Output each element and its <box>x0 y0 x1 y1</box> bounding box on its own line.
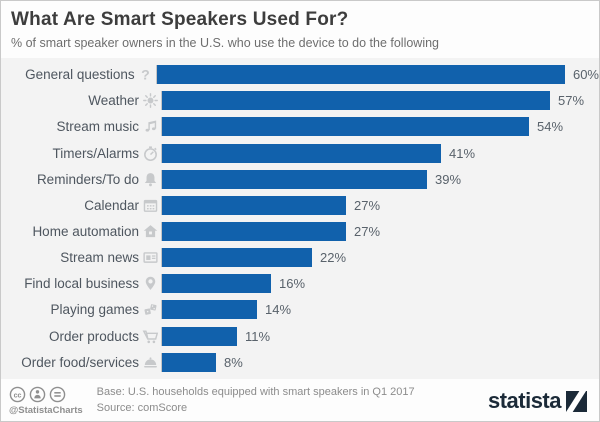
category-label: Reminders/To do <box>36 171 139 187</box>
chart-row: Playing games 14% <box>1 300 599 320</box>
bar <box>156 65 565 85</box>
category-label: Order products <box>48 328 139 344</box>
chart-row: Order products 11% <box>1 326 599 346</box>
value-label: 27% <box>354 223 381 239</box>
bar <box>162 274 271 294</box>
bar-track: 27% <box>161 221 599 241</box>
bar <box>162 195 346 215</box>
chart-row: Timers/Alarms 41% <box>1 143 599 163</box>
stopwatch-icon <box>139 145 161 162</box>
bar <box>162 326 237 346</box>
bar-track: 14% <box>161 300 599 320</box>
chart-row: Order food/services 8% <box>1 352 599 372</box>
bar-track: 60% <box>155 65 599 85</box>
svg-text:cc: cc <box>14 391 22 399</box>
svg-text:?: ? <box>141 68 150 84</box>
header: What Are Smart Speakers Used For? % of s… <box>1 1 599 50</box>
value-label: 22% <box>320 250 347 266</box>
value-label: 27% <box>354 197 381 213</box>
dice-icon <box>139 301 161 318</box>
cc-by-icon <box>29 386 46 403</box>
category-label: Stream news <box>60 250 139 266</box>
question-icon: ? <box>135 66 156 84</box>
source-note: Source: comScore <box>96 402 188 414</box>
bar <box>162 300 257 320</box>
category-label: Find local business <box>24 276 139 292</box>
news-icon <box>139 249 161 266</box>
chart-row: General questions? 60% <box>1 65 599 85</box>
chart-title: What Are Smart Speakers Used For? <box>11 9 349 30</box>
category-label: Stream music <box>56 119 139 135</box>
bar-track: 22% <box>161 248 599 268</box>
bar-track: 39% <box>161 169 599 189</box>
cc-nd-icon <box>49 386 66 403</box>
statista-charts-handle: @StatistaCharts <box>9 405 83 416</box>
bar <box>162 169 427 189</box>
value-label: 8% <box>224 354 243 370</box>
bar-track: 8% <box>161 352 599 372</box>
category-label: Order food/services <box>21 354 139 370</box>
sun-icon <box>139 92 161 109</box>
category-label: General questions <box>25 67 135 83</box>
bar-track: 27% <box>161 195 599 215</box>
footer: cc @StatistaCharts Base: U.S. households… <box>1 379 599 421</box>
shopping-cart-icon <box>139 328 161 345</box>
bar <box>162 221 346 241</box>
bell-icon <box>139 171 161 188</box>
category-label: Playing games <box>50 302 139 318</box>
value-label: 41% <box>449 145 476 161</box>
chart-subtitle: % of smart speaker owners in the U.S. wh… <box>11 35 440 50</box>
category-label: Weather <box>88 93 139 109</box>
license-block: cc @StatistaCharts <box>9 386 83 416</box>
house-icon <box>139 223 161 240</box>
statista-logo-mark-icon <box>566 390 587 412</box>
bar <box>162 117 529 137</box>
bar-track: 11% <box>161 326 599 346</box>
category-label: Calendar <box>84 197 139 213</box>
value-label: 60% <box>572 67 599 83</box>
bar-track: 54% <box>161 117 599 137</box>
value-label: 39% <box>435 171 462 187</box>
value-label: 57% <box>558 93 585 109</box>
plot-area: General questions? 60% Weather 57% Stream mu… <box>1 58 599 379</box>
chart-row: Stream news 22% <box>1 248 599 268</box>
bar <box>162 352 216 372</box>
category-label: Timers/Alarms <box>52 145 140 161</box>
value-label: 14% <box>265 302 292 318</box>
music-note-icon <box>139 118 161 135</box>
chart-row: Calendar 27% <box>1 195 599 215</box>
bar <box>162 248 312 268</box>
chart-row: Home automation 27% <box>1 221 599 241</box>
chart-row: Stream music 54% <box>1 117 599 137</box>
cc-icon: cc <box>9 386 26 403</box>
value-label: 16% <box>279 276 306 292</box>
bar <box>162 143 441 163</box>
bar-track: 16% <box>161 274 599 294</box>
statista-logo: statista <box>488 390 587 412</box>
bar <box>162 91 550 111</box>
chart-row: Weather 57% <box>1 91 599 111</box>
cloche-icon <box>139 354 161 371</box>
map-pin-icon <box>139 275 161 292</box>
base-note: Base: U.S. households equipped with smar… <box>96 386 415 399</box>
value-label: 11% <box>245 328 271 344</box>
category-label: Home automation <box>32 223 139 239</box>
bar-track: 41% <box>161 143 599 163</box>
chart-row: Reminders/To do 39% <box>1 169 599 189</box>
statista-wordmark: statista <box>487 388 562 413</box>
value-label: 54% <box>537 119 564 135</box>
footer-notes: Base: U.S. households equipped with smar… <box>97 385 415 417</box>
chart-row: Find local business 16% <box>1 274 599 294</box>
calendar-icon <box>139 197 161 214</box>
bar-track: 57% <box>161 91 599 111</box>
